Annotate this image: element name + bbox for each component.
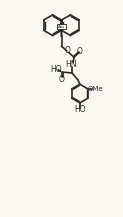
Text: Abs: Abs xyxy=(58,25,65,29)
Polygon shape xyxy=(71,69,73,73)
Text: HO: HO xyxy=(51,65,62,74)
Text: O: O xyxy=(64,46,70,55)
Text: HO: HO xyxy=(74,105,86,114)
Text: OMe: OMe xyxy=(88,86,103,92)
Text: O: O xyxy=(77,47,82,56)
Text: O: O xyxy=(59,75,65,84)
Text: HN: HN xyxy=(66,60,77,69)
